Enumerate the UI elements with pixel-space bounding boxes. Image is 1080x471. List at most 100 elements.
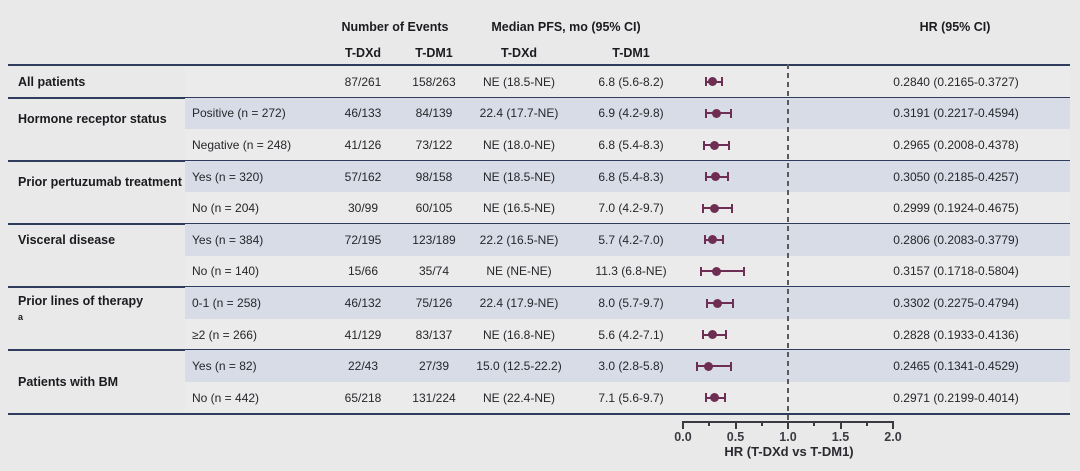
group-label: Prior pertuzumab treatment [18, 175, 182, 190]
col-header-number-of-events: Number of Events [341, 20, 449, 34]
x-axis-minor-tick [865, 421, 868, 426]
pfs-tdm1-value: 3.0 (2.8-5.8) [598, 359, 664, 374]
events-tdm1-value: 131/224 [412, 390, 456, 405]
header-divider-line [8, 64, 1070, 66]
events-tdxd-value: 72/195 [344, 232, 382, 247]
pfs-tdm1-value: 5.7 (4.2-7.0) [598, 232, 664, 247]
hr-ci-value: 0.2999 (0.1924-0.4675) [893, 201, 1019, 216]
row-band [185, 129, 1070, 161]
row-band [185, 255, 1070, 288]
ci-cap-left [705, 298, 708, 308]
ci-cap-left [703, 140, 706, 150]
subgroup-label: Yes (n = 384) [192, 232, 264, 247]
ci-cap-right [729, 361, 732, 371]
events-tdxd-value: 57/162 [344, 169, 382, 184]
x-axis-tick-label: 0.0 [674, 430, 692, 444]
row-band [185, 192, 1070, 224]
hr-ci-value: 0.3157 (0.1718-0.5804) [893, 264, 1019, 279]
hr-ci-value: 0.2971 (0.2199-0.4014) [893, 390, 1019, 405]
pfs-tdxd-value: NE (18.0-NE) [482, 138, 556, 152]
pfs-tdm1-value: 11.3 (6.8-NE) [595, 264, 667, 279]
hr-ci-value: 0.2840 (0.2165-0.3727) [893, 74, 1019, 89]
group-label: Visceral disease [18, 232, 116, 247]
x-axis-major-tick [787, 421, 789, 429]
events-tdm1-value: 35/74 [418, 264, 450, 279]
ci-cap-left [704, 172, 707, 182]
ci-cap-right [732, 298, 735, 308]
hr-point-marker [710, 172, 720, 182]
hr-ci-value: 0.2806 (0.2083-0.3779) [893, 232, 1019, 247]
subgroup-label: Yes (n = 320) [192, 169, 264, 184]
events-tdxd-value: 65/218 [344, 390, 382, 405]
group-label: All patients [18, 74, 86, 89]
ci-cap-left [705, 108, 708, 118]
events-tdxd-value: 87/261 [344, 74, 382, 89]
events-tdm1-value: 158/263 [412, 74, 456, 89]
hr-ci-value: 0.3302 (0.2275-0.4794) [893, 296, 1019, 310]
events-tdm1-value: 84/139 [415, 106, 453, 121]
x-axis-tick-label: 1.0 [779, 430, 797, 444]
pfs-tdm1-value: 7.0 (4.2-9.7) [598, 201, 664, 216]
subgroup-label: Positive (n = 272) [192, 106, 286, 121]
ci-cap-left [696, 361, 699, 371]
hr-ci-value: 0.2965 (0.2008-0.4378) [893, 138, 1019, 152]
subgroup-label: No (n = 140) [192, 264, 260, 279]
hr-point-marker [711, 266, 721, 276]
ci-cap-left [702, 203, 705, 213]
subgroup-label: 0-1 (n = 258) [192, 296, 262, 310]
hr-point-marker [712, 108, 721, 118]
events-tdxd-value: 41/126 [344, 138, 382, 152]
pfs-tdm1-value: 7.1 (5.6-9.7) [598, 390, 664, 405]
events-tdm1-value: 60/105 [415, 201, 453, 216]
events-tdxd-value: 22/43 [347, 359, 379, 374]
pfs-tdxd-value: NE (22.4-NE) [482, 390, 556, 405]
events-tdxd-value: 46/133 [344, 106, 382, 121]
x-axis-minor-tick [813, 421, 816, 426]
ci-cap-right [724, 393, 727, 403]
ci-cap-right [721, 77, 724, 87]
x-axis-major-tick [734, 421, 737, 429]
pfs-tdm1-value: 6.9 (4.2-9.8) [598, 106, 664, 121]
row-band [185, 318, 1070, 351]
ci-cap-right [727, 140, 730, 150]
events-tdxd-value: 15/66 [347, 264, 379, 279]
subgroup-label: Negative (n = 248) [192, 138, 292, 152]
col-header-hr: HR (95% CI) [919, 20, 991, 34]
group-label: Prior lines of therapy a [18, 293, 144, 322]
x-axis-minor-tick [760, 421, 763, 426]
x-axis-major-tick [892, 421, 894, 429]
pfs-tdm1-value: 6.8 (5.6-8.2) [598, 74, 664, 89]
pfs-tdm1-value: 8.0 (5.7-9.7) [598, 296, 664, 310]
hr-ci-value: 0.3050 (0.2185-0.4257) [893, 169, 1019, 184]
pfs-tdm1-value: 6.8 (5.4-8.3) [598, 169, 664, 184]
subgroup-label: No (n = 442) [192, 390, 260, 405]
hr-ci-value: 0.3191 (0.2217-0.4594) [893, 106, 1019, 121]
subcol-header-events-tdxd: T-DXd [344, 46, 382, 60]
group-label: Patients with BM [18, 374, 119, 389]
subgroup-label: Yes (n = 82) [192, 359, 257, 374]
ci-cap-left [702, 330, 705, 340]
subgroup-label: No (n = 204) [192, 201, 260, 216]
row-band [185, 97, 1070, 130]
events-tdm1-value: 75/126 [415, 296, 453, 310]
row-band [185, 160, 1070, 193]
x-axis-major-tick [839, 421, 842, 429]
row-band [185, 287, 1070, 319]
ci-cap-right [721, 235, 724, 245]
pfs-tdxd-value: NE (18.5-NE) [482, 74, 556, 89]
group-label: Hormone receptor status [18, 111, 167, 126]
pfs-tdm1-value: 5.6 (4.2-7.1) [598, 327, 664, 342]
subcol-header-pfs-tdxd: T-DXd [500, 46, 538, 60]
x-axis-minor-tick [708, 421, 711, 426]
events-tdm1-value: 73/122 [415, 138, 453, 152]
row-band [185, 350, 1070, 382]
hr-point-marker [704, 361, 714, 371]
pfs-tdxd-value: NE (18.5-NE) [482, 169, 556, 184]
hr-ci-value: 0.2828 (0.1933-0.4136) [893, 327, 1019, 342]
row-band [185, 382, 1070, 414]
group-divider-line [8, 412, 1070, 415]
ci-cap-right [742, 266, 745, 276]
events-tdxd-value: 46/132 [344, 296, 382, 310]
hr-point-marker [707, 235, 717, 245]
pfs-tdxd-value: NE (16.8-NE) [482, 327, 556, 342]
